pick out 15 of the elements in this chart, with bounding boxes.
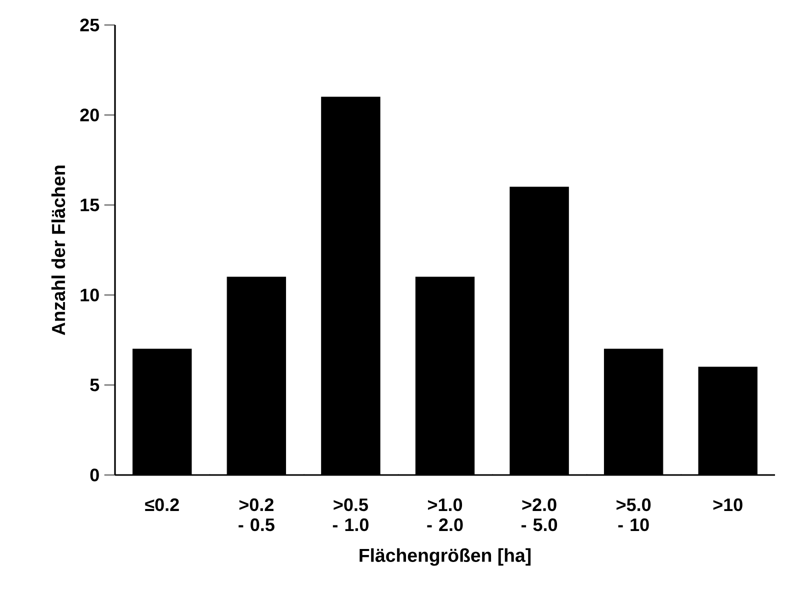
x-tick-label: >0.5 - 1.0 <box>332 498 368 532</box>
x-tick-label: ≤0.2 <box>145 498 179 512</box>
y-tick-label: 5 <box>90 378 100 392</box>
y-tick-label: 10 <box>80 288 99 302</box>
y-tick-label: 20 <box>80 108 99 122</box>
y-tick-label: 0 <box>90 468 99 482</box>
x-tick-label: >10 <box>713 498 742 512</box>
x-tick-label: >0.2 - 0.5 <box>238 498 274 532</box>
x-tick-label: >1.0 - 2.0 <box>427 498 463 532</box>
x-tick-label: >2.0 - 5.0 <box>521 498 558 532</box>
y-tick-label: 25 <box>80 18 100 32</box>
y-axis-title: Anzahl der Flächen <box>51 166 66 336</box>
y-tick-label: 15 <box>80 198 100 212</box>
x-tick-label: >5.0 - 10 <box>616 498 651 532</box>
x-axis-title: Flächengrößen [ha] <box>360 548 531 566</box>
